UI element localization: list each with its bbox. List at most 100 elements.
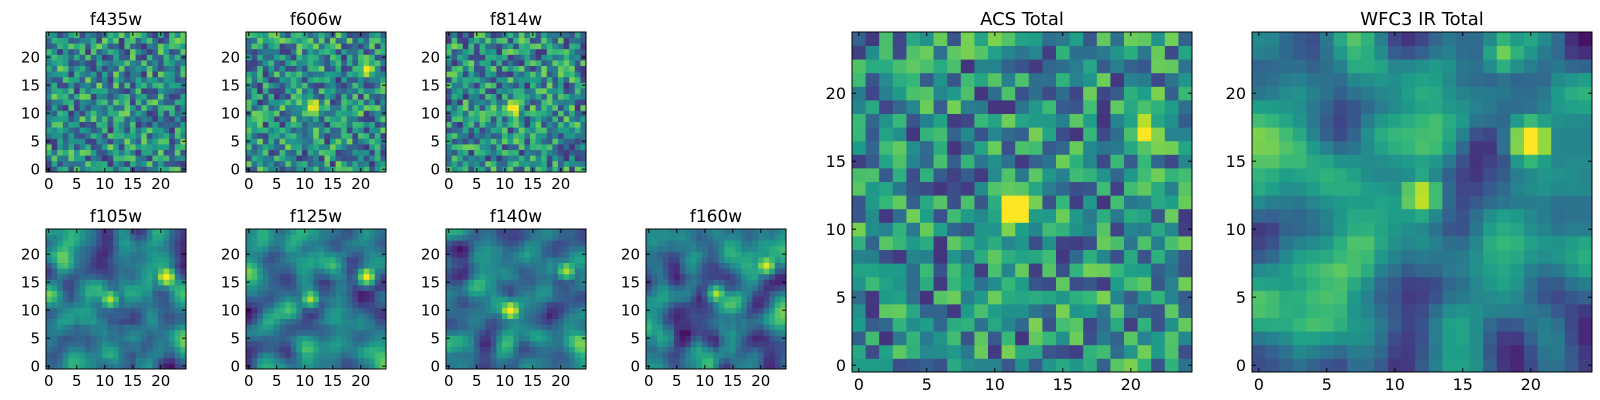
heatmap-cell (313, 127, 320, 134)
heatmap-cell (546, 132, 553, 139)
heatmap-cell (580, 121, 587, 128)
heatmap-cell (274, 346, 280, 353)
heatmap-cell (68, 341, 75, 347)
heatmap-cell (1124, 276, 1138, 291)
heatmap-cell (668, 257, 675, 263)
heatmap-cell (707, 296, 714, 303)
heatmap-cell (57, 234, 64, 241)
x-tick-label: 10 (495, 175, 514, 193)
heatmap-cell (530, 279, 536, 286)
heatmap-cell (174, 341, 181, 347)
heatmap-cell (374, 155, 381, 162)
heatmap-cell (363, 257, 370, 263)
heatmap-cell (90, 307, 97, 314)
heatmap-cell (135, 37, 142, 44)
heatmap-cell (696, 301, 703, 308)
heatmap-cell (563, 149, 570, 156)
heatmap-cell (296, 76, 303, 83)
heatmap-cell (490, 132, 497, 139)
heatmap-cell (496, 262, 503, 269)
heatmap-cell (141, 273, 148, 280)
heatmap-cell (457, 54, 464, 61)
heatmap-cell (113, 251, 120, 258)
heatmap-cell (920, 154, 934, 169)
heatmap-cell (769, 245, 776, 252)
heatmap-cell (268, 346, 275, 353)
heatmap-cell (180, 127, 187, 134)
heatmap-cell (947, 344, 962, 359)
heatmap-cell (552, 296, 559, 303)
heatmap-cell (180, 357, 187, 364)
heatmap-cell (330, 37, 336, 44)
heatmap-cell (657, 363, 664, 370)
heatmap-cell (302, 268, 308, 275)
heatmap-cell (46, 268, 52, 275)
heatmap-cell (690, 240, 697, 247)
heatmap-cell (485, 313, 492, 319)
heatmap-cell (118, 296, 125, 303)
heatmap-cell (285, 234, 292, 241)
heatmap-cell (257, 352, 264, 359)
heatmap-cell (535, 110, 542, 117)
heatmap-cell (906, 249, 921, 264)
heatmap-cell (296, 149, 303, 156)
heatmap-cell (1083, 263, 1098, 278)
heatmap-cell (79, 329, 86, 336)
heatmap-cell (290, 32, 297, 38)
heatmap-cell (752, 262, 759, 269)
heatmap-cell (246, 155, 252, 162)
heatmap-cell (574, 357, 581, 364)
heatmap-cell (262, 144, 269, 150)
heatmap-cell (651, 245, 658, 252)
heatmap-cell (118, 121, 125, 128)
heatmap-cell (713, 285, 720, 291)
heatmap-cell (535, 346, 542, 353)
heatmap-cell (380, 234, 387, 241)
heatmap-cell (102, 132, 108, 139)
heatmap-cell (307, 110, 314, 117)
heatmap-cell (457, 318, 464, 325)
heatmap-cell (541, 268, 548, 275)
heatmap-cell (530, 127, 536, 134)
heatmap-cell (180, 37, 187, 44)
heatmap-cell (79, 296, 86, 303)
heatmap-cell (552, 257, 559, 263)
heatmap-cell (892, 249, 907, 264)
heatmap-cell (674, 324, 680, 331)
heatmap-cell (318, 234, 325, 241)
heatmap-cell (374, 132, 381, 139)
heatmap-cell (118, 37, 125, 44)
heatmap-cell (490, 149, 497, 156)
heatmap-cell (90, 144, 97, 150)
heatmap-cell (563, 93, 570, 100)
heatmap-cell (468, 352, 475, 359)
heatmap-cell (307, 160, 314, 167)
heatmap-cell (124, 82, 131, 89)
heatmap-cell (530, 110, 536, 117)
heatmap-cell (169, 43, 176, 50)
heatmap-cell (474, 240, 480, 247)
heatmap-cell (1137, 276, 1152, 291)
heatmap-cell (718, 257, 725, 263)
heatmap-cell (257, 357, 264, 364)
heatmap-cell (758, 268, 764, 275)
heatmap-cell (318, 71, 325, 78)
heatmap-cell (569, 324, 576, 331)
heatmap-cell (124, 290, 131, 297)
heatmap-cell (324, 346, 331, 353)
heatmap-cell (302, 149, 308, 156)
heatmap-cell (363, 329, 370, 336)
heatmap-cell (947, 195, 962, 210)
heatmap-cell (85, 352, 92, 359)
heatmap-cell (746, 240, 753, 247)
heatmap-cell (313, 32, 320, 38)
heatmap-cell (79, 160, 86, 167)
heatmap-cell (352, 71, 359, 78)
panel-title: f435w (90, 10, 142, 30)
heatmap-cell (152, 257, 159, 263)
heatmap-cell (85, 285, 92, 291)
heatmap-cell (490, 71, 497, 78)
heatmap-cell (251, 357, 258, 364)
heatmap-cell (113, 76, 120, 83)
heatmap-cell (57, 82, 64, 89)
